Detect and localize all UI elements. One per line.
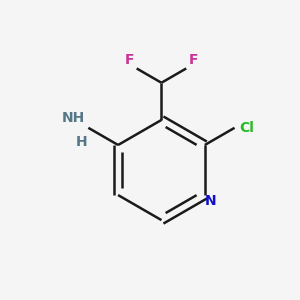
Text: NH: NH [62,111,85,125]
Text: F: F [189,53,199,67]
Text: Cl: Cl [239,121,254,135]
Text: H: H [75,135,87,149]
Text: F: F [124,53,134,67]
Text: N: N [205,194,216,208]
